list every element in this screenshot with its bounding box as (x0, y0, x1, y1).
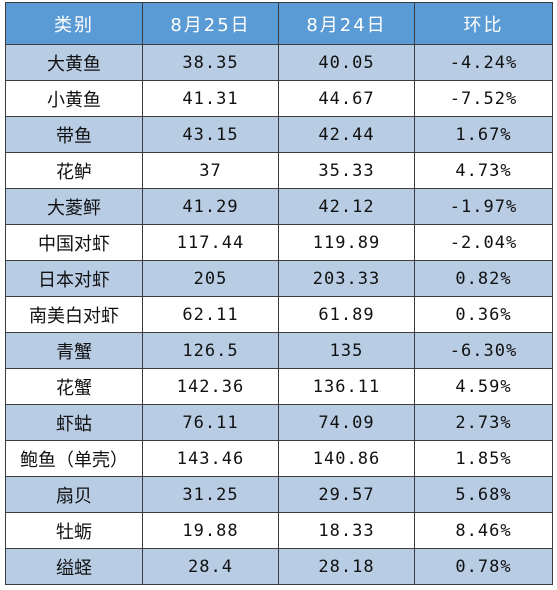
change-cell: 5.68% (414, 476, 553, 513)
category-cell: 扇贝 (5, 476, 143, 513)
change-cell: -1.97% (414, 188, 553, 225)
change-cell: -2.04% (414, 224, 553, 261)
aug-24-cell: 42.44 (278, 116, 415, 153)
table-header: 类别 8月25日 8月24日 环比 (5, 2, 553, 45)
header-aug-24: 8月24日 (278, 2, 415, 45)
aug-24-cell: 40.05 (278, 44, 415, 81)
table-row: 缢蛏 28.4 28.18 0.78% (5, 548, 553, 585)
category-cell: 带鱼 (5, 116, 143, 153)
table-row: 大黄鱼 38.35 40.05 -4.24% (5, 44, 553, 81)
table-row: 小黄鱼 41.31 44.67 -7.52% (5, 80, 553, 117)
aug-24-cell: 135 (278, 332, 415, 369)
table-row: 花鲈 37 35.33 4.73% (5, 152, 553, 189)
aug-25-cell: 76.11 (142, 404, 279, 441)
change-cell: 2.73% (414, 404, 553, 441)
category-cell: 花蟹 (5, 368, 143, 405)
table-row: 日本对虾 205 203.33 0.82% (5, 260, 553, 297)
aug-25-cell: 143.46 (142, 440, 279, 477)
aug-24-cell: 44.67 (278, 80, 415, 117)
aug-25-cell: 38.35 (142, 44, 279, 81)
category-cell: 虾蛄 (5, 404, 143, 441)
aug-25-cell: 37 (142, 152, 279, 189)
category-cell: 小黄鱼 (5, 80, 143, 117)
table-row: 虾蛄 76.11 74.09 2.73% (5, 404, 553, 441)
change-cell: -4.24% (414, 44, 553, 81)
change-cell: 8.46% (414, 512, 553, 549)
aug-24-cell: 28.18 (278, 548, 415, 585)
aug-25-cell: 142.36 (142, 368, 279, 405)
table-row: 大菱鲆 41.29 42.12 -1.97% (5, 188, 553, 225)
change-cell: 0.82% (414, 260, 553, 297)
category-cell: 大黄鱼 (5, 44, 143, 81)
table-row: 扇贝 31.25 29.57 5.68% (5, 476, 553, 513)
change-cell: 1.67% (414, 116, 553, 153)
table-row: 中国对虾 117.44 119.89 -2.04% (5, 224, 553, 261)
category-cell: 南美白对虾 (5, 296, 143, 333)
change-cell: 1.85% (414, 440, 553, 477)
aug-25-cell: 62.11 (142, 296, 279, 333)
aug-24-cell: 136.11 (278, 368, 415, 405)
aug-24-cell: 35.33 (278, 152, 415, 189)
change-cell: 0.78% (414, 548, 553, 585)
category-cell: 中国对虾 (5, 224, 143, 261)
aug-25-cell: 117.44 (142, 224, 279, 261)
category-cell: 鲍鱼（单壳） (5, 440, 143, 477)
table-row: 青蟹 126.5 135 -6.30% (5, 332, 553, 369)
aug-25-cell: 43.15 (142, 116, 279, 153)
change-cell: 0.36% (414, 296, 553, 333)
price-table: 类别 8月25日 8月24日 环比 大黄鱼 38.35 40.05 -4.24% 小黄鱼… (5, 2, 553, 585)
table-row: 花蟹 142.36 136.11 4.59% (5, 368, 553, 405)
category-cell: 缢蛏 (5, 548, 143, 585)
table-row: 鲍鱼（单壳） 143.46 140.86 1.85% (5, 440, 553, 477)
aug-24-cell: 42.12 (278, 188, 415, 225)
category-cell: 牡蛎 (5, 512, 143, 549)
header-category: 类别 (5, 2, 143, 45)
aug-24-cell: 61.89 (278, 296, 415, 333)
category-cell: 日本对虾 (5, 260, 143, 297)
aug-25-cell: 28.4 (142, 548, 279, 585)
change-cell: 4.73% (414, 152, 553, 189)
aug-24-cell: 18.33 (278, 512, 415, 549)
header-row: 类别 8月25日 8月24日 环比 (5, 2, 553, 45)
change-cell: -7.52% (414, 80, 553, 117)
aug-24-cell: 119.89 (278, 224, 415, 261)
aug-25-cell: 126.5 (142, 332, 279, 369)
table-row: 牡蛎 19.88 18.33 8.46% (5, 512, 553, 549)
aug-25-cell: 19.88 (142, 512, 279, 549)
aug-25-cell: 41.31 (142, 80, 279, 117)
aug-25-cell: 41.29 (142, 188, 279, 225)
table-row: 带鱼 43.15 42.44 1.67% (5, 116, 553, 153)
price-table-container: 类别 8月25日 8月24日 环比 大黄鱼 38.35 40.05 -4.24% 小黄鱼… (5, 2, 553, 585)
aug-24-cell: 74.09 (278, 404, 415, 441)
header-aug-25: 8月25日 (142, 2, 279, 45)
header-change: 环比 (414, 2, 553, 45)
aug-24-cell: 29.57 (278, 476, 415, 513)
aug-24-cell: 140.86 (278, 440, 415, 477)
category-cell: 大菱鲆 (5, 188, 143, 225)
table-row: 南美白对虾 62.11 61.89 0.36% (5, 296, 553, 333)
change-cell: 4.59% (414, 368, 553, 405)
category-cell: 花鲈 (5, 152, 143, 189)
category-cell: 青蟹 (5, 332, 143, 369)
aug-24-cell: 203.33 (278, 260, 415, 297)
aug-25-cell: 31.25 (142, 476, 279, 513)
aug-25-cell: 205 (142, 260, 279, 297)
change-cell: -6.30% (414, 332, 553, 369)
table-body: 大黄鱼 38.35 40.05 -4.24% 小黄鱼 41.31 44.67 -7.52% 带鱼… (5, 44, 553, 585)
